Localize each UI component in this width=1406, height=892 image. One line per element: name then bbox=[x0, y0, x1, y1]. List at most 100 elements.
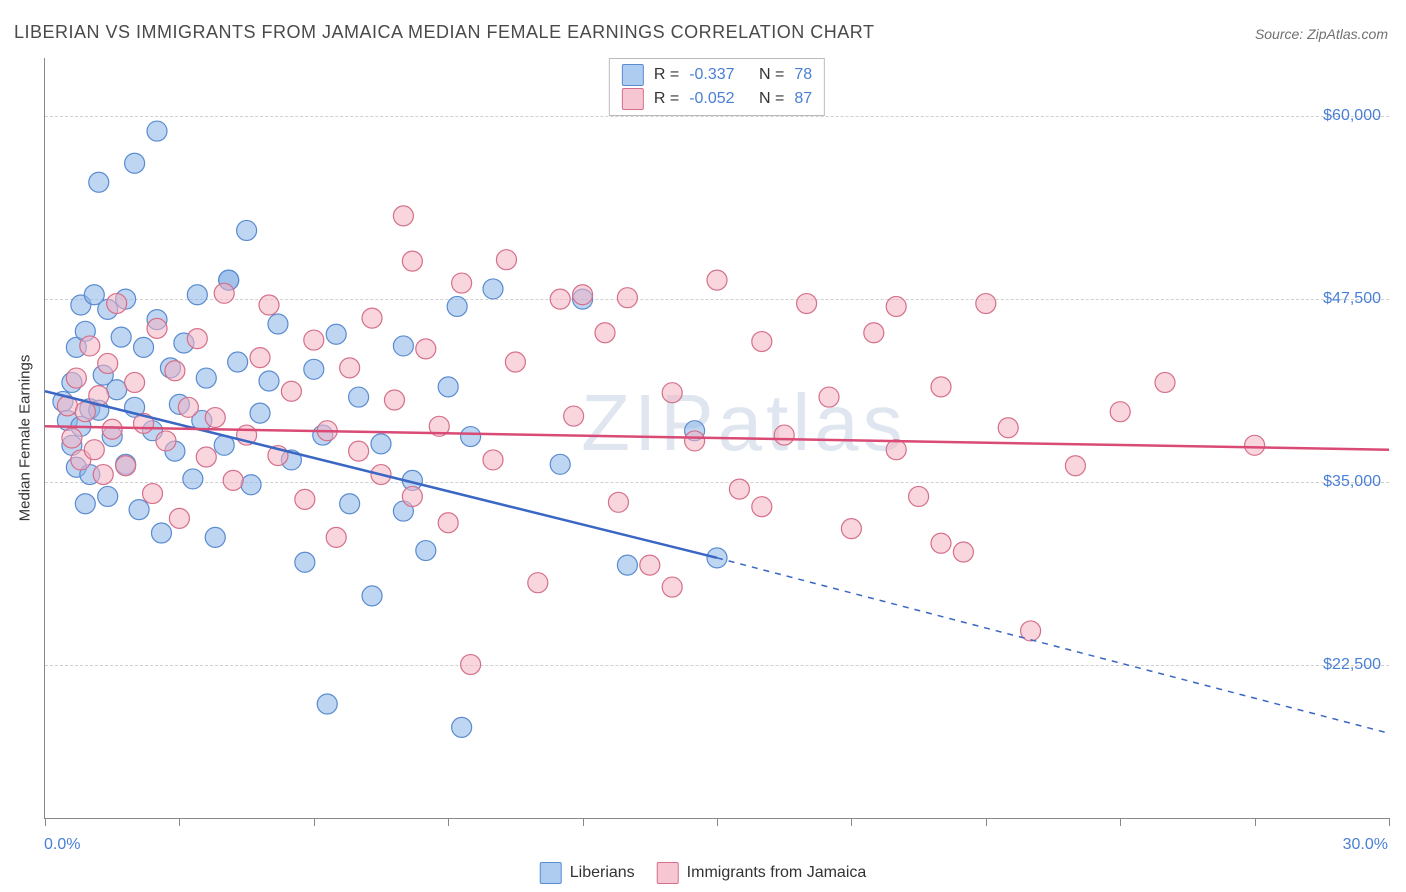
plot-area: Median Female Earnings R = -0.337 N = 78… bbox=[44, 58, 1389, 819]
data-point bbox=[573, 285, 593, 305]
r-value-2: -0.052 bbox=[689, 87, 734, 111]
data-point bbox=[841, 519, 861, 539]
r-label: R = bbox=[654, 63, 679, 87]
data-point bbox=[304, 330, 324, 350]
data-point bbox=[384, 390, 404, 410]
data-point bbox=[393, 336, 413, 356]
data-point bbox=[281, 381, 301, 401]
data-point bbox=[196, 368, 216, 388]
data-point bbox=[617, 288, 637, 308]
y-axis-title: Median Female Earnings bbox=[17, 355, 34, 522]
data-point bbox=[1110, 402, 1130, 422]
data-point bbox=[447, 296, 467, 316]
data-point bbox=[98, 353, 118, 373]
data-point bbox=[362, 586, 382, 606]
data-point bbox=[662, 577, 682, 597]
data-point bbox=[223, 470, 243, 490]
data-point bbox=[349, 387, 369, 407]
data-point bbox=[393, 206, 413, 226]
trend-line bbox=[45, 391, 717, 558]
legend-label: Immigrants from Jamaica bbox=[687, 864, 867, 882]
source-attribution: Source: ZipAtlas.com bbox=[1255, 26, 1388, 42]
data-point bbox=[550, 454, 570, 474]
data-point bbox=[326, 324, 346, 344]
data-point bbox=[178, 397, 198, 417]
data-point bbox=[205, 527, 225, 547]
data-point bbox=[111, 327, 131, 347]
data-point bbox=[640, 555, 660, 575]
data-point bbox=[416, 339, 436, 359]
data-point bbox=[864, 323, 884, 343]
data-point bbox=[62, 428, 82, 448]
data-point bbox=[84, 440, 104, 460]
x-tick bbox=[583, 818, 584, 826]
data-point bbox=[953, 542, 973, 562]
data-point bbox=[1155, 372, 1175, 392]
data-point bbox=[268, 314, 288, 334]
data-point bbox=[259, 371, 279, 391]
data-point bbox=[156, 431, 176, 451]
series-legend: Liberians Immigrants from Jamaica bbox=[540, 862, 867, 884]
data-point bbox=[125, 372, 145, 392]
data-point bbox=[340, 494, 360, 514]
data-point bbox=[402, 486, 422, 506]
n-label: N = bbox=[759, 63, 784, 87]
trend-line-extrapolated bbox=[717, 558, 1389, 733]
data-point bbox=[909, 486, 929, 506]
data-point bbox=[483, 450, 503, 470]
legend-label: Liberians bbox=[570, 864, 635, 882]
data-point bbox=[461, 427, 481, 447]
data-point bbox=[1065, 456, 1085, 476]
data-point bbox=[75, 494, 95, 514]
data-point bbox=[151, 523, 171, 543]
r-label: R = bbox=[654, 87, 679, 111]
data-point bbox=[125, 153, 145, 173]
data-point bbox=[98, 486, 118, 506]
n-label: N = bbox=[759, 87, 784, 111]
data-point bbox=[886, 296, 906, 316]
x-tick bbox=[179, 818, 180, 826]
data-point bbox=[89, 172, 109, 192]
data-point bbox=[483, 279, 503, 299]
data-point bbox=[165, 361, 185, 381]
data-point bbox=[107, 294, 127, 314]
data-point bbox=[250, 348, 270, 368]
data-point bbox=[295, 489, 315, 509]
correlation-legend: R = -0.337 N = 78 R = -0.052 N = 87 bbox=[609, 58, 825, 116]
x-tick bbox=[45, 818, 46, 826]
data-point bbox=[438, 513, 458, 533]
data-point bbox=[505, 352, 525, 372]
swatch-blue-icon bbox=[540, 862, 562, 884]
legend-item-liberians: Liberians bbox=[540, 862, 635, 884]
n-value-1: 78 bbox=[794, 63, 812, 87]
swatch-blue-icon bbox=[622, 64, 644, 86]
data-point bbox=[452, 273, 472, 293]
data-point bbox=[595, 323, 615, 343]
data-point bbox=[250, 403, 270, 423]
data-point bbox=[116, 456, 136, 476]
data-point bbox=[886, 440, 906, 460]
data-point bbox=[143, 484, 163, 504]
data-point bbox=[75, 402, 95, 422]
chart-title: LIBERIAN VS IMMIGRANTS FROM JAMAICA MEDI… bbox=[14, 22, 874, 43]
legend-item-jamaica: Immigrants from Jamaica bbox=[657, 862, 867, 884]
data-point bbox=[707, 270, 727, 290]
data-point bbox=[187, 329, 207, 349]
data-point bbox=[129, 500, 149, 520]
data-point bbox=[452, 717, 472, 737]
data-point bbox=[752, 332, 772, 352]
data-point bbox=[362, 308, 382, 328]
data-point bbox=[416, 541, 436, 561]
data-point bbox=[304, 359, 324, 379]
data-point bbox=[340, 358, 360, 378]
data-point bbox=[107, 380, 127, 400]
data-point bbox=[147, 318, 167, 338]
data-point bbox=[93, 465, 113, 485]
data-point bbox=[147, 121, 167, 141]
data-point bbox=[729, 479, 749, 499]
data-point bbox=[214, 283, 234, 303]
data-point bbox=[205, 408, 225, 428]
data-point bbox=[259, 295, 279, 315]
data-point bbox=[371, 434, 391, 454]
x-tick bbox=[717, 818, 718, 826]
